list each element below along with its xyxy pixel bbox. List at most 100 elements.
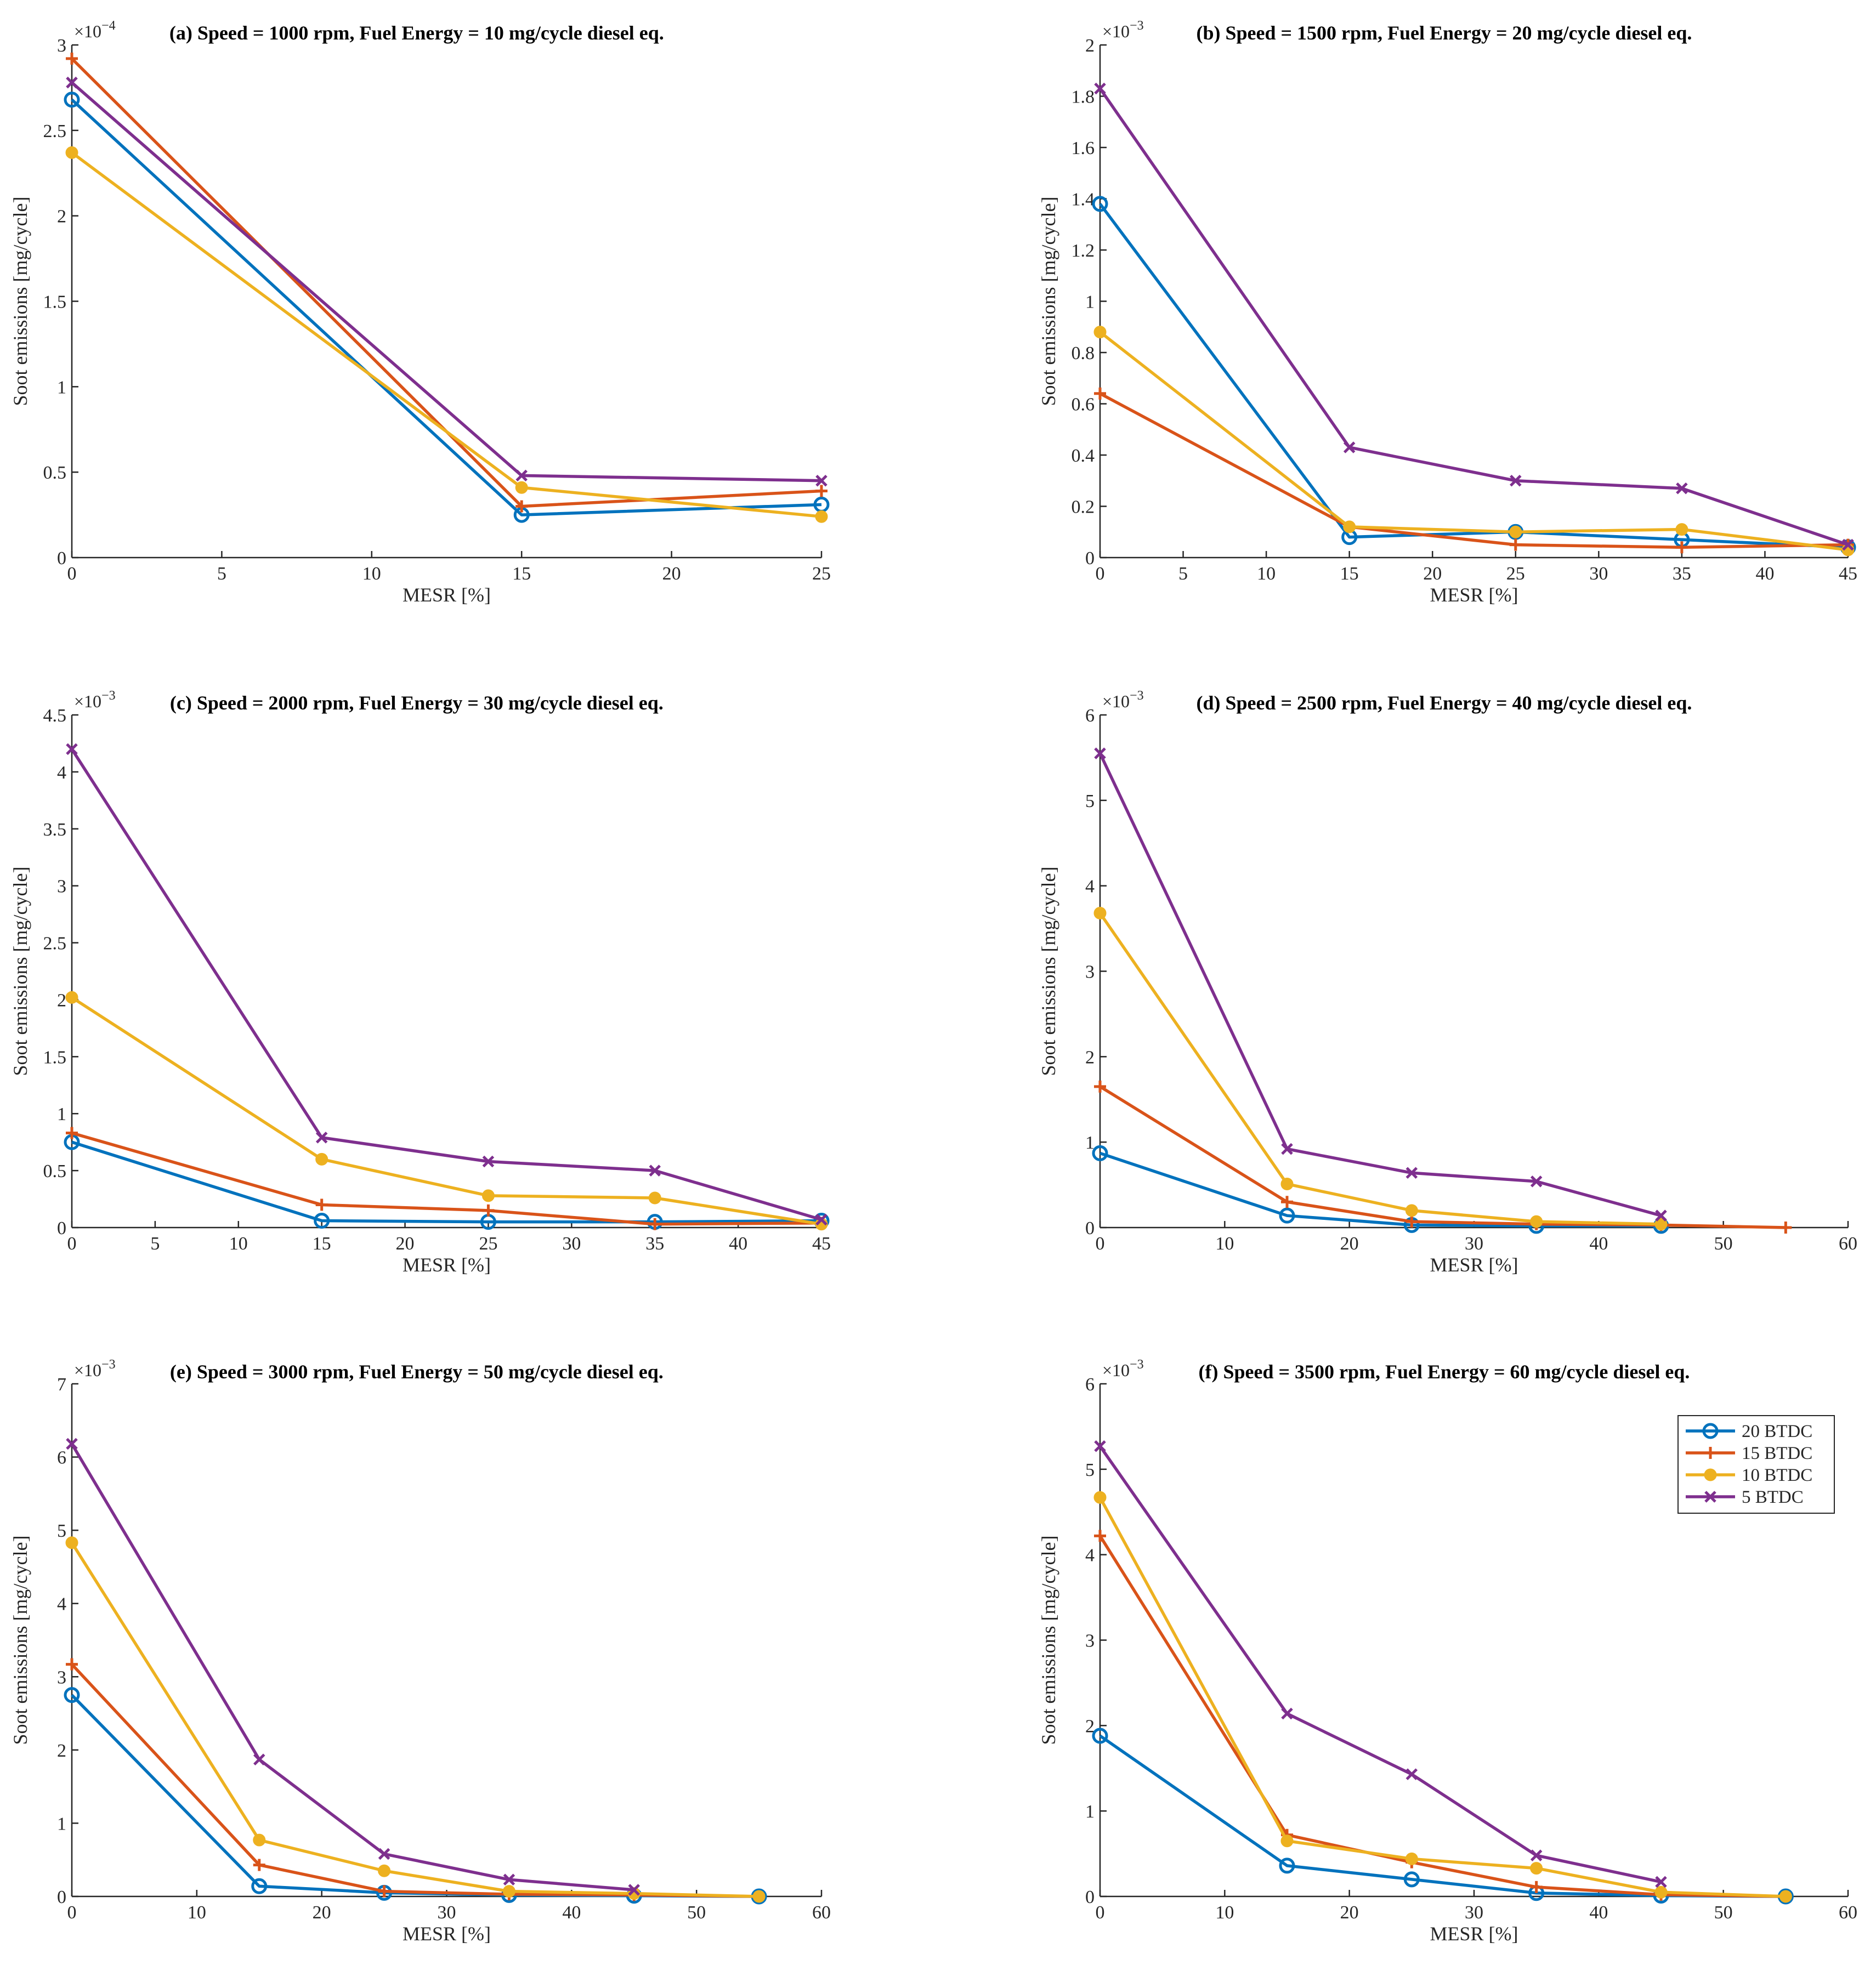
data-point [815, 1213, 828, 1226]
y-tick-label: 0.6 [1072, 395, 1095, 415]
series-line [71, 57, 822, 508]
x-tick-label: 10 [1257, 564, 1276, 584]
series-10-btdc [65, 146, 828, 523]
data-point [481, 1189, 495, 1202]
series-10-btdc [65, 991, 828, 1231]
chart-panel-3: 0 10 20 30 40 50 60 0 1 2 3 4 5 6 ×10−3 (d) Speed = 250… [1038, 689, 1857, 1276]
series-15-btdc [66, 1658, 766, 1902]
x-tick-label: 0 [67, 1234, 77, 1254]
series-5-btdc [66, 76, 828, 487]
data-point [315, 1198, 328, 1211]
legend-entry: 20 BTDC [1686, 1422, 1812, 1441]
chart-title: (e) Speed = 3000 rpm, Fuel Energy = 50 m… [170, 1361, 664, 1383]
data-point [1343, 441, 1356, 453]
data-point [378, 1864, 391, 1877]
data-point [1842, 538, 1854, 551]
x-tick-label: 40 [1589, 1902, 1608, 1923]
data-point [1094, 82, 1106, 95]
data-point [315, 1152, 328, 1166]
chart-title: (d) Speed = 2500 rpm, Fuel Energy = 40 m… [1196, 692, 1692, 714]
x-tick-label: 50 [687, 1902, 706, 1923]
series-20-btdc [64, 92, 830, 523]
series-10-btdc [1093, 326, 1855, 556]
multiplier-base: ×10 [1102, 1360, 1130, 1380]
series-15-btdc [1094, 387, 1854, 554]
y-axis-multiplier: ×10−3 [74, 1357, 116, 1380]
data-point [64, 1687, 80, 1703]
data-point [1654, 1218, 1668, 1231]
data-point [1093, 907, 1107, 920]
data-point [1509, 538, 1522, 551]
series-20-btdc [1092, 196, 1856, 555]
y-tick-label: 1.2 [1072, 241, 1095, 261]
data-point [1675, 523, 1688, 536]
data-point [1279, 1858, 1295, 1874]
y-tick-label: 0.5 [43, 1161, 67, 1182]
x-tick-label: 5 [217, 564, 226, 584]
series-line [1099, 1085, 1786, 1229]
y-tick-label: 5 [1085, 791, 1095, 811]
data-point [1092, 196, 1108, 212]
x-tick-label: 30 [1465, 1902, 1483, 1923]
chart-title: (f) Speed = 3500 rpm, Fuel Energy = 60 m… [1198, 1361, 1690, 1383]
data-point [1779, 1222, 1792, 1234]
x-axis-label: MESR [%] [1430, 584, 1518, 606]
multiplier-base: ×10 [1102, 21, 1130, 41]
x-tick-label: 35 [645, 1234, 664, 1254]
multiplier-exponent: −3 [1130, 689, 1144, 703]
data-point [66, 52, 78, 65]
y-axis-multiplier: ×10−4 [74, 19, 116, 41]
y-axis-multiplier: ×10−3 [1102, 19, 1144, 41]
data-point [1655, 1209, 1667, 1222]
x-tick-label: 0 [1096, 564, 1105, 584]
x-axis-label: MESR [%] [1430, 1254, 1518, 1276]
multiplier-exponent: −4 [101, 19, 116, 33]
x-tick-label: 45 [1839, 564, 1857, 584]
series-line [1098, 1445, 1662, 1884]
data-point [66, 1438, 78, 1450]
data-point [1530, 1175, 1543, 1188]
legend-marker [1704, 1447, 1716, 1459]
x-tick-label: 20 [396, 1234, 415, 1254]
series-line [70, 1443, 634, 1892]
data-point [1092, 1728, 1108, 1744]
x-tick-label: 40 [1755, 564, 1774, 584]
y-axis-label: Soot emissions [mg/cycle] [1038, 1536, 1059, 1745]
data-point [752, 1890, 766, 1903]
series-10-btdc [1093, 1491, 1792, 1903]
series-line [1098, 1535, 1786, 1898]
data-point [1281, 1143, 1293, 1155]
data-point [1343, 520, 1356, 533]
multiplier-exponent: −3 [1130, 1357, 1144, 1372]
data-point [253, 1753, 265, 1765]
y-tick-label: 3 [57, 877, 66, 897]
y-tick-label: 1 [57, 1814, 66, 1834]
y-tick-label: 1.6 [1072, 138, 1095, 158]
y-tick-label: 3 [57, 36, 66, 56]
data-point [1403, 1871, 1420, 1888]
y-axis-label: Soot emissions [mg/cycle] [1038, 867, 1059, 1076]
data-point [251, 1878, 268, 1894]
data-point [1093, 326, 1107, 339]
y-tick-label: 1 [57, 1104, 66, 1124]
data-point [1092, 1145, 1108, 1161]
series-line [71, 98, 822, 516]
data-point [66, 743, 78, 756]
data-point [253, 1859, 265, 1871]
x-axis-label: MESR [%] [403, 584, 491, 606]
data-point [1405, 1852, 1418, 1865]
x-tick-label: 25 [812, 564, 831, 584]
y-tick-label: 2.5 [43, 934, 67, 954]
y-tick-label: 6 [1085, 1374, 1095, 1395]
legend-marker [1704, 1491, 1716, 1503]
data-point [1510, 474, 1522, 487]
data-point [515, 469, 528, 482]
data-point [1405, 1204, 1418, 1217]
chart-title: (c) Speed = 2000 rpm, Fuel Energy = 30 m… [170, 692, 664, 714]
x-tick-label: 25 [1506, 564, 1525, 584]
x-tick-label: 35 [1673, 564, 1691, 584]
series-15-btdc [1094, 1080, 1792, 1234]
x-tick-label: 20 [662, 564, 681, 584]
data-point [1530, 1849, 1543, 1861]
